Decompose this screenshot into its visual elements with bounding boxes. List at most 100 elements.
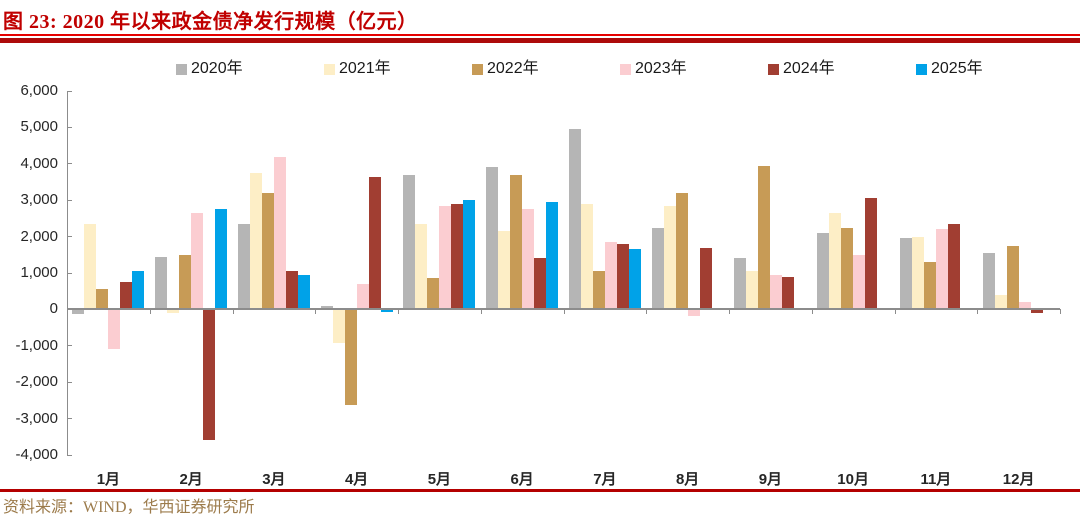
x-axis-label: 1月 — [96, 471, 121, 488]
bar-2024年-5月 — [451, 203, 464, 310]
bar-2022年-8月 — [675, 192, 688, 310]
x-axis-tick — [729, 309, 730, 315]
bar-2022年-9月 — [758, 165, 771, 310]
legend-label: 2022年 — [487, 60, 539, 77]
y-axis-label: -1,000 — [15, 336, 58, 354]
bar-2020年-5月 — [403, 174, 416, 310]
bar-2020年-9月 — [734, 258, 747, 310]
x-axis-tick — [480, 309, 482, 315]
x-axis-tick — [894, 309, 896, 315]
y-axis-tick — [67, 418, 72, 420]
x-axis-label: 5月 — [427, 471, 452, 488]
y-axis-line — [67, 91, 68, 455]
bar-2021年-8月 — [663, 205, 676, 310]
x-axis-label: 12月 — [1002, 471, 1035, 488]
bar-2021年-11月 — [911, 236, 924, 310]
y-axis-label: 3,000 — [20, 191, 58, 209]
bar-2024年-9月 — [782, 276, 795, 310]
x-axis-zero-line — [67, 308, 1060, 311]
legend-label: 2021年 — [339, 60, 391, 77]
bar-2020年-11月 — [899, 238, 912, 310]
legend-swatch — [620, 63, 631, 75]
bar-2023年-1月 — [108, 310, 121, 349]
bar-2021年-3月 — [249, 172, 262, 310]
y-axis-label: 0 — [49, 300, 58, 318]
bar-2021年-4月 — [332, 310, 345, 344]
bar-2023年-10月 — [853, 254, 866, 310]
footer-rule — [0, 489, 1080, 492]
bar-2023年-3月 — [273, 156, 286, 310]
bar-2024年-2月 — [203, 310, 216, 440]
x-axis-tick — [563, 309, 565, 315]
x-axis-tick — [315, 309, 317, 315]
bar-2024年-12月 — [1030, 310, 1043, 313]
bar-2021年-9月 — [746, 271, 759, 310]
x-axis-tick — [977, 309, 979, 315]
bar-2024年-4月 — [368, 176, 381, 310]
bar-2025年-4月 — [380, 310, 393, 313]
figure-title: 图 23: 2020 年以来政金债净发行规模（亿元） — [3, 11, 418, 33]
legend-swatch — [472, 63, 483, 75]
x-axis-tick — [67, 309, 68, 315]
legend-item-2024年: 2024年 — [768, 60, 835, 78]
bar-2020年-7月 — [568, 129, 581, 310]
x-axis-label: 2月 — [179, 471, 203, 488]
bar-2022年-7月 — [592, 271, 605, 310]
bar-2023年-6月 — [522, 209, 535, 310]
x-axis-label: 7月 — [593, 471, 617, 488]
x-axis-tick — [811, 309, 813, 315]
legend-swatch — [916, 63, 927, 75]
legend-swatch — [176, 63, 187, 75]
y-axis-label: -3,000 — [15, 409, 58, 427]
x-axis-label: 11月 — [920, 471, 952, 488]
bar-2024年-7月 — [616, 243, 629, 310]
x-axis-tick — [398, 309, 399, 315]
chart-legend: 2020年 2021年 2022年 2023年 2024年 2025年 — [0, 60, 1080, 80]
legend-item-2023年: 2023年 — [620, 60, 687, 78]
bar-2024年-10月 — [865, 198, 878, 310]
x-axis-tick — [646, 309, 648, 315]
y-axis-label: 5,000 — [20, 118, 58, 136]
bar-2023年-12月 — [1018, 302, 1031, 310]
bar-2020年-12月 — [982, 252, 995, 310]
legend-label: 2023年 — [635, 60, 687, 77]
bar-2023年-8月 — [687, 310, 700, 316]
y-axis-label: -4,000 — [15, 446, 58, 463]
legend-label: 2020年 — [191, 60, 243, 77]
y-axis-tick — [67, 199, 72, 201]
bar-2022年-4月 — [344, 310, 357, 406]
x-axis-tick — [149, 309, 151, 315]
bar-2025年-6月 — [546, 202, 559, 310]
x-axis-tick — [1060, 309, 1061, 315]
x-axis-label: 10月 — [837, 471, 869, 488]
title-rule-thick — [0, 38, 1080, 43]
bar-2020年-3月 — [237, 223, 250, 310]
bar-2021年-10月 — [829, 212, 842, 310]
bar-2022年-1月 — [96, 289, 109, 310]
y-axis-tick — [67, 345, 72, 347]
y-axis-tick — [67, 126, 72, 128]
x-axis-label: 4月 — [344, 471, 369, 488]
bar-2025年-7月 — [628, 249, 641, 310]
bar-2022年-10月 — [841, 227, 854, 310]
bar-2025年-1月 — [132, 271, 145, 310]
y-axis-tick — [67, 381, 72, 383]
legend-swatch — [768, 63, 779, 75]
bar-2020年-6月 — [486, 167, 499, 310]
title-rule-thin — [0, 34, 1080, 36]
bar-2020年-10月 — [817, 232, 830, 310]
bar-2021年-1月 — [84, 223, 97, 310]
bar-2022年-12月 — [1006, 245, 1019, 310]
x-axis-label: 8月 — [675, 471, 700, 488]
bar-2023年-11月 — [935, 229, 948, 310]
bar-2022年-11月 — [923, 262, 936, 310]
y-axis-label: 1,000 — [20, 264, 58, 281]
x-axis-label: 9月 — [758, 471, 783, 488]
bar-2023年-5月 — [439, 205, 452, 310]
y-axis-tick — [67, 236, 72, 238]
x-axis-label: 3月 — [262, 471, 286, 488]
bar-2024年-3月 — [285, 271, 298, 310]
y-axis-tick — [67, 163, 72, 165]
